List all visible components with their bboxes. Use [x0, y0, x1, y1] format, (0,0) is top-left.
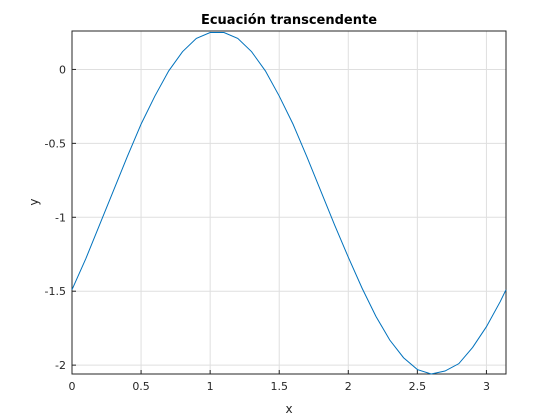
- y-tick-label: -2: [55, 359, 66, 372]
- x-tick-label: 0: [69, 380, 76, 393]
- x-tick-label: 3: [483, 380, 490, 393]
- x-tick-label: 0.5: [132, 380, 150, 393]
- axes-box: [71, 30, 507, 375]
- x-tick-label: 1: [207, 380, 214, 393]
- x-axis-label: x: [285, 402, 292, 416]
- y-tick-label: -0.5: [45, 137, 66, 150]
- x-tick-label: 1.5: [270, 380, 288, 393]
- x-tick-label: 2: [345, 380, 352, 393]
- y-tick-label: 0: [59, 63, 66, 76]
- line: [71, 31, 507, 375]
- chart-title: Ecuación transcendente: [201, 13, 377, 28]
- y-tick-label: -1.5: [45, 285, 66, 298]
- y-tick-label: -1: [55, 211, 66, 224]
- y-axis-label: y: [27, 198, 41, 205]
- x-tick-label: 2.5: [409, 380, 427, 393]
